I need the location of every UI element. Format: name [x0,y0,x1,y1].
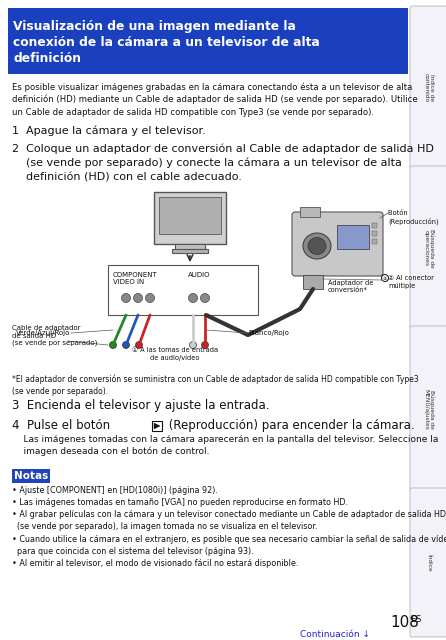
Text: Las imágenes tomadas con la cámara aparecerán en la pantalla del televisor. Sele: Las imágenes tomadas con la cámara apare… [12,435,438,456]
FancyBboxPatch shape [292,212,383,276]
Text: Búsqueda de
operaciones: Búsqueda de operaciones [423,228,435,268]
Text: Visualización de una imagen mediante la: Visualización de una imagen mediante la [13,20,296,33]
Bar [303,275,323,289]
Text: *El adaptador de conversión se suministra con un Cable de adaptador de salida HD: *El adaptador de conversión se suministr… [12,375,419,396]
Text: ES: ES [410,615,421,624]
Text: 4  Pulse el botón: 4 Pulse el botón [12,419,114,432]
FancyBboxPatch shape [410,326,446,492]
Bar [372,223,377,228]
Text: 108: 108 [390,615,419,630]
Text: Cable de adaptador
de salida HD
(se vende por separado): Cable de adaptador de salida HD (se vend… [12,325,97,346]
Text: 3  Encienda el televisor y ajuste la entrada.: 3 Encienda el televisor y ajuste la entr… [12,399,269,412]
Ellipse shape [202,342,208,349]
Bar [154,192,226,244]
Polygon shape [154,423,160,429]
Ellipse shape [121,294,131,303]
Text: Índice: Índice [426,554,431,572]
Text: Continuación ↓: Continuación ↓ [300,630,370,639]
Bar [172,249,208,253]
Ellipse shape [189,294,198,303]
Ellipse shape [110,342,116,349]
Text: definición: definición [13,52,81,65]
Bar [372,239,377,244]
Ellipse shape [136,342,143,349]
Ellipse shape [145,294,154,303]
Text: ②: ② [383,275,387,280]
Bar [159,197,221,234]
Text: ② Al conector
múltiple: ② Al conector múltiple [388,275,434,289]
Ellipse shape [190,342,197,349]
Text: ① A las tomas de entrada
de audio/vídeo: ① A las tomas de entrada de audio/vídeo [132,347,218,361]
Text: Verde/Azul/Rojo: Verde/Azul/Rojo [16,330,70,336]
Ellipse shape [303,233,331,259]
Bar [12,469,50,483]
Text: 2  Coloque un adaptador de conversión al Cable de adaptador de salida HD: 2 Coloque un adaptador de conversión al … [12,144,434,154]
Text: AUDIO: AUDIO [188,272,211,278]
Text: Blanco/Rojo: Blanco/Rojo [248,330,289,336]
Ellipse shape [308,237,326,255]
Text: Notas: Notas [14,471,48,481]
FancyBboxPatch shape [410,166,446,330]
Text: Búsqueda de
MENU/ajustes: Búsqueda de MENU/ajustes [423,388,435,429]
Bar [372,231,377,236]
Text: definición (HD) con el cable adecuado.: definición (HD) con el cable adecuado. [12,172,242,182]
FancyBboxPatch shape [410,488,446,637]
Text: • Ajuste [COMPONENT] en [HD(1080i)] (página 92).
• Las imágenes tomadas en tamañ: • Ajuste [COMPONENT] en [HD(1080i)] (pág… [12,486,446,568]
Text: (Reproducción) para encender la cámara.: (Reproducción) para encender la cámara. [165,419,415,432]
Text: Botón  
(Reproducción): Botón (Reproducción) [388,210,438,225]
Ellipse shape [201,294,210,303]
Bar [108,265,258,315]
Bar [175,244,205,249]
Bar [8,8,408,74]
Text: Es posible visualizar imágenes grabadas en la cámara conectando ésta a un televi: Es posible visualizar imágenes grabadas … [12,82,417,116]
FancyBboxPatch shape [410,6,446,170]
Text: COMPONENT
VIDEO IN: COMPONENT VIDEO IN [113,272,158,285]
Ellipse shape [123,342,129,349]
Ellipse shape [133,294,143,303]
Text: 1  Apague la cámara y el televisor.: 1 Apague la cámara y el televisor. [12,126,206,136]
Text: Índice de
contenido: Índice de contenido [424,74,434,102]
Text: Adaptador de
conversión*: Adaptador de conversión* [328,280,373,294]
Text: conexión de la cámara a un televisor de alta: conexión de la cámara a un televisor de … [13,36,320,49]
Bar [152,421,162,431]
Bar [300,207,320,217]
Bar [337,225,369,249]
Text: (se vende por separado) y conecte la cámara a un televisor de alta: (se vende por separado) y conecte la cám… [12,158,402,168]
